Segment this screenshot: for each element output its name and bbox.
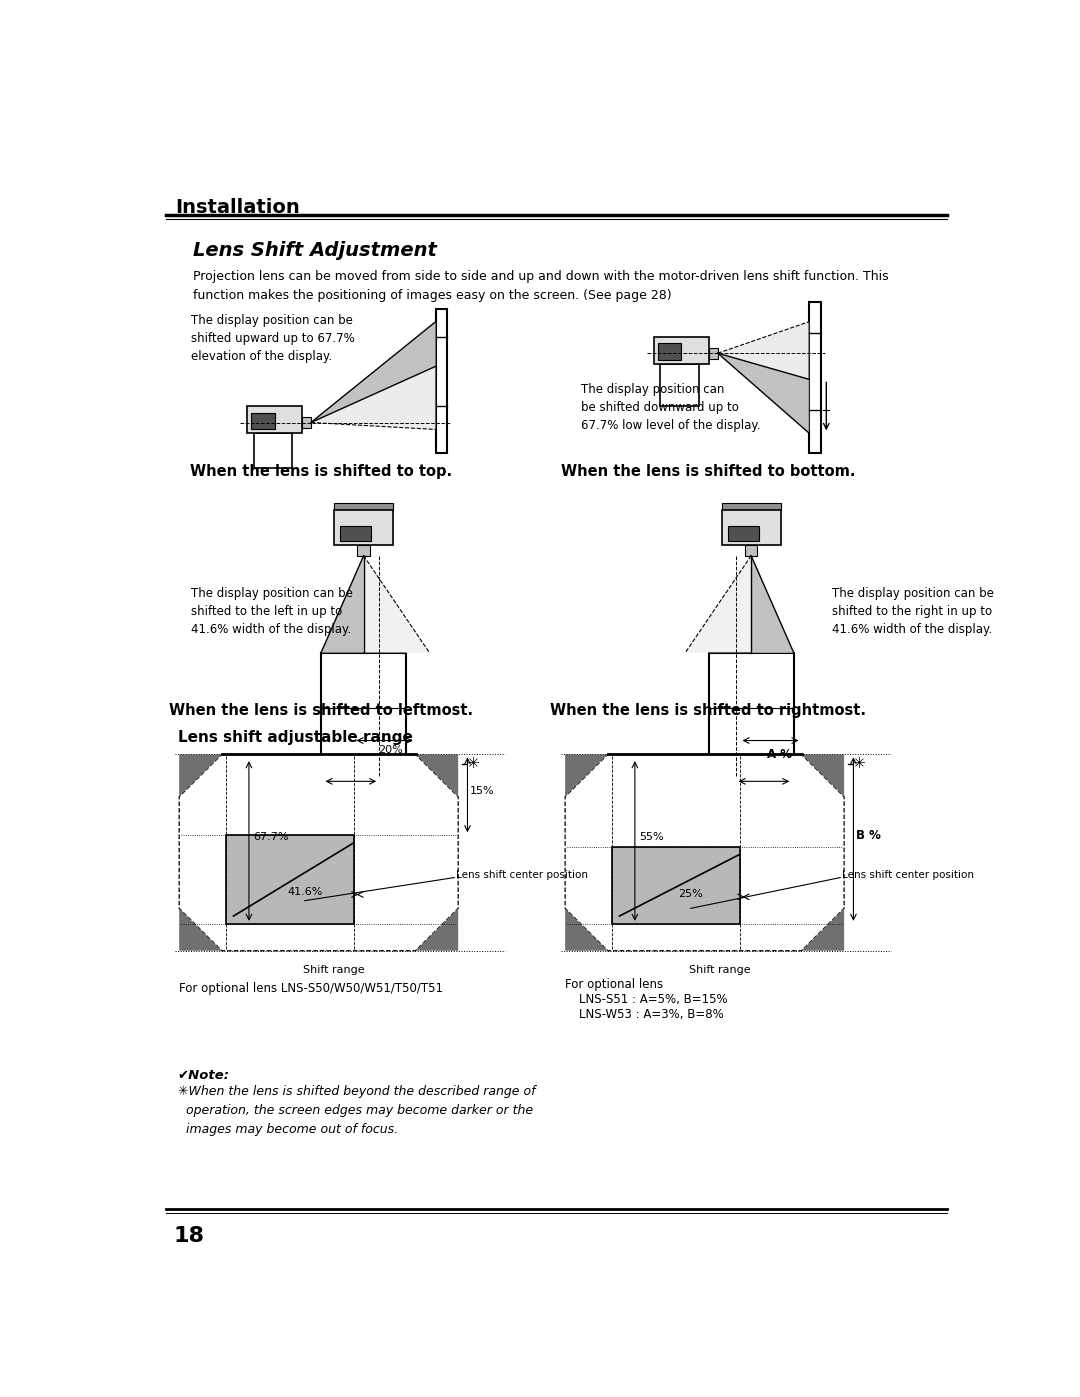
Text: The display position can be
shifted to the right in up to
41.6% width of the dis: The display position can be shifted to t… bbox=[833, 587, 995, 636]
Text: ✔Note:: ✔Note: bbox=[177, 1069, 230, 1081]
Text: Shift range: Shift range bbox=[303, 964, 365, 975]
Text: 41.6%: 41.6% bbox=[287, 887, 323, 897]
Bar bbox=[721, 510, 781, 545]
Text: ✳When the lens is shifted beyond the described range of
  operation, the screen : ✳When the lens is shifted beyond the des… bbox=[177, 1085, 535, 1137]
Bar bbox=[654, 337, 708, 365]
Polygon shape bbox=[364, 556, 430, 652]
Polygon shape bbox=[311, 321, 435, 422]
Text: When the lens is shifted to leftmost.: When the lens is shifted to leftmost. bbox=[168, 703, 473, 718]
Text: 18: 18 bbox=[174, 1227, 205, 1246]
Bar bbox=[435, 309, 447, 453]
Bar bbox=[708, 348, 718, 359]
Bar bbox=[721, 503, 781, 510]
Polygon shape bbox=[751, 556, 794, 652]
Text: For optional lens: For optional lens bbox=[565, 978, 663, 990]
Polygon shape bbox=[179, 754, 458, 951]
Bar bbox=[745, 545, 757, 556]
Text: ✳: ✳ bbox=[852, 756, 865, 771]
Polygon shape bbox=[311, 366, 435, 429]
Polygon shape bbox=[416, 908, 458, 951]
Text: B %: B % bbox=[855, 828, 880, 842]
Bar bbox=[357, 545, 369, 556]
Polygon shape bbox=[801, 908, 845, 951]
Polygon shape bbox=[565, 908, 608, 951]
Text: 67.7%: 67.7% bbox=[253, 831, 288, 842]
Bar bbox=[334, 510, 393, 545]
Text: The display position can be
shifted to the left in up to
41.6% width of the disp: The display position can be shifted to t… bbox=[191, 587, 353, 636]
Text: For optional lens LNS-S50/W50/W51/T50/T51: For optional lens LNS-S50/W50/W51/T50/T5… bbox=[179, 982, 443, 995]
Polygon shape bbox=[416, 754, 458, 796]
Polygon shape bbox=[718, 353, 809, 433]
Polygon shape bbox=[801, 754, 845, 796]
Bar bbox=[728, 525, 759, 541]
Text: The display position can be
shifted upward up to 67.7%
elevation of the display.: The display position can be shifted upwa… bbox=[191, 314, 354, 363]
Bar bbox=[661, 365, 699, 407]
Bar bbox=[301, 418, 311, 427]
Bar bbox=[334, 503, 393, 510]
Text: Installation: Installation bbox=[175, 198, 300, 218]
Text: Lens shift adjustable range: Lens shift adjustable range bbox=[177, 729, 413, 745]
Bar bbox=[611, 847, 740, 923]
Text: 20%: 20% bbox=[378, 745, 403, 756]
Polygon shape bbox=[321, 556, 364, 652]
Bar bbox=[321, 652, 406, 764]
Text: Shift range: Shift range bbox=[689, 964, 751, 975]
Text: Lens shift center position: Lens shift center position bbox=[841, 870, 974, 880]
Bar bbox=[226, 835, 353, 923]
Bar bbox=[254, 433, 293, 468]
Text: Lens Shift Adjustment: Lens Shift Adjustment bbox=[193, 240, 437, 260]
Text: Projection lens can be moved from side to side and up and down with the motor-dr: Projection lens can be moved from side t… bbox=[193, 270, 889, 302]
Text: The display position can
be shifted downward up to
67.7% low level of the displa: The display position can be shifted down… bbox=[581, 383, 760, 432]
Text: 25%: 25% bbox=[678, 888, 703, 900]
Text: LNS-W53 : A=3%, B=8%: LNS-W53 : A=3%, B=8% bbox=[579, 1009, 724, 1021]
Bar bbox=[809, 302, 821, 453]
Bar bbox=[340, 525, 372, 541]
Polygon shape bbox=[565, 754, 845, 951]
Text: LNS-S51 : A=5%, B=15%: LNS-S51 : A=5%, B=15% bbox=[579, 993, 728, 1006]
Bar bbox=[252, 412, 274, 429]
Text: When the lens is shifted to rightmost.: When the lens is shifted to rightmost. bbox=[551, 703, 866, 718]
Bar bbox=[708, 652, 794, 764]
Text: When the lens is shifted to top.: When the lens is shifted to top. bbox=[190, 464, 453, 479]
Text: 55%: 55% bbox=[638, 831, 663, 842]
Text: When the lens is shifted to bottom.: When the lens is shifted to bottom. bbox=[562, 464, 855, 479]
Bar bbox=[247, 407, 301, 433]
Polygon shape bbox=[565, 754, 608, 796]
Text: A %: A % bbox=[767, 749, 792, 761]
Text: ✳: ✳ bbox=[465, 756, 478, 771]
Polygon shape bbox=[179, 908, 221, 951]
Polygon shape bbox=[685, 556, 751, 652]
Polygon shape bbox=[718, 321, 809, 380]
Text: Lens shift center position: Lens shift center position bbox=[456, 870, 588, 880]
Polygon shape bbox=[179, 754, 221, 796]
Text: 15%: 15% bbox=[470, 785, 495, 795]
Bar bbox=[658, 344, 681, 360]
